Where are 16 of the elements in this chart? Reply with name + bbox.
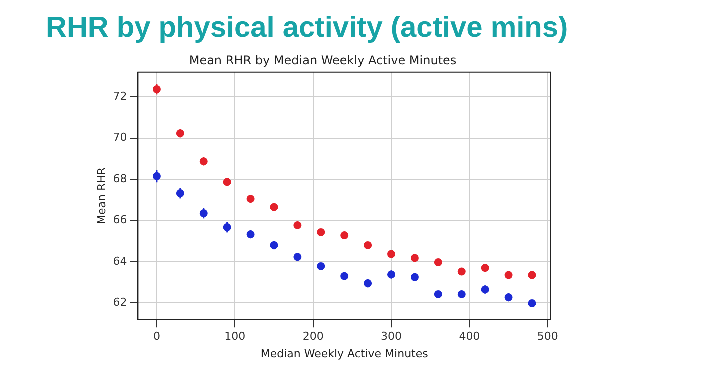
- y-tick-label: 66: [113, 214, 128, 227]
- x-axis-title: Median Weekly Active Minutes: [260, 347, 429, 360]
- y-tick-label: 70: [113, 131, 128, 144]
- chart-subtitle: Mean RHR by Median Weekly Active Minutes: [189, 53, 457, 68]
- chart-title: RHR by physical activity (active mins): [46, 12, 568, 45]
- y-tick-label: 62: [113, 296, 128, 309]
- x-tick-label: 100: [224, 330, 246, 344]
- x-tick-label: 500: [537, 330, 558, 344]
- x-tick-label: 200: [302, 330, 324, 344]
- y-axis-title: Mean RHR: [95, 167, 108, 225]
- y-tick-label: 68: [113, 172, 128, 186]
- x-tick-label: 300: [381, 330, 402, 344]
- y-tick-label: 64: [113, 254, 128, 268]
- x-tick-label: 400: [459, 330, 480, 344]
- y-tick-label: 72: [113, 90, 128, 103]
- x-tick-label: 0: [153, 330, 160, 344]
